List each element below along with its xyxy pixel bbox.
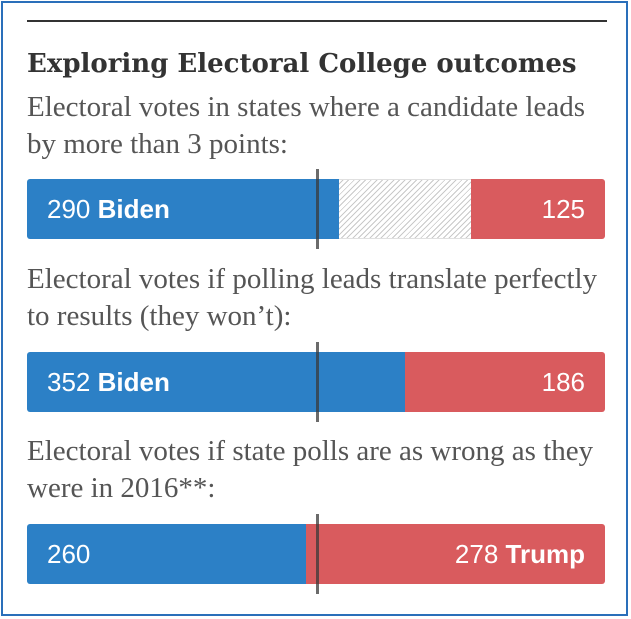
- scenario-3-subtitle: Electoral votes if state polls are as wr…: [27, 435, 594, 504]
- trump-segment-1: [471, 179, 605, 239]
- scenario-2-bar: 352 Biden 186: [27, 342, 605, 422]
- biden-votes-1: 290: [47, 194, 91, 224]
- scenario-1-bar: 290 Biden 125: [27, 169, 605, 249]
- scenario-2-subtitle: Electoral votes if polling leads transla…: [27, 263, 598, 332]
- scenario-1-subtitle: Electoral votes in states where a candid…: [27, 91, 586, 160]
- biden-name-2: Biden: [97, 367, 170, 397]
- biden-segment-1: [27, 179, 339, 239]
- trump-label-2: 186: [542, 352, 585, 412]
- biden-segment-2: [27, 352, 405, 412]
- trump-segment-2: [405, 352, 605, 412]
- trump-name-3: Trump: [505, 539, 585, 569]
- tossup-segment-1: [339, 179, 471, 239]
- top-rule: [27, 20, 607, 22]
- scenario-3-bar: 260 278 Trump: [27, 514, 605, 594]
- biden-label-2: 352 Biden: [47, 352, 170, 412]
- threshold-line-1: [316, 169, 319, 249]
- biden-name-1: Biden: [97, 194, 170, 224]
- threshold-line-2: [316, 342, 319, 422]
- threshold-line-3: [316, 514, 319, 594]
- biden-votes-2: 352: [47, 367, 91, 397]
- biden-label-3: 260: [47, 524, 90, 584]
- biden-label-1: 290 Biden: [47, 179, 170, 239]
- trump-votes-1: 125: [541, 194, 585, 224]
- trump-label-1: 125: [542, 179, 585, 239]
- trump-label-3: 278 Trump: [455, 524, 585, 584]
- trump-votes-2: 186: [541, 367, 585, 397]
- chart-title: Exploring Electoral College outcomes: [27, 49, 577, 79]
- trump-votes-3: 278: [454, 539, 499, 569]
- biden-segment-3: [27, 524, 306, 584]
- biden-votes-3: 260: [47, 539, 91, 569]
- trump-segment-3: [306, 524, 605, 584]
